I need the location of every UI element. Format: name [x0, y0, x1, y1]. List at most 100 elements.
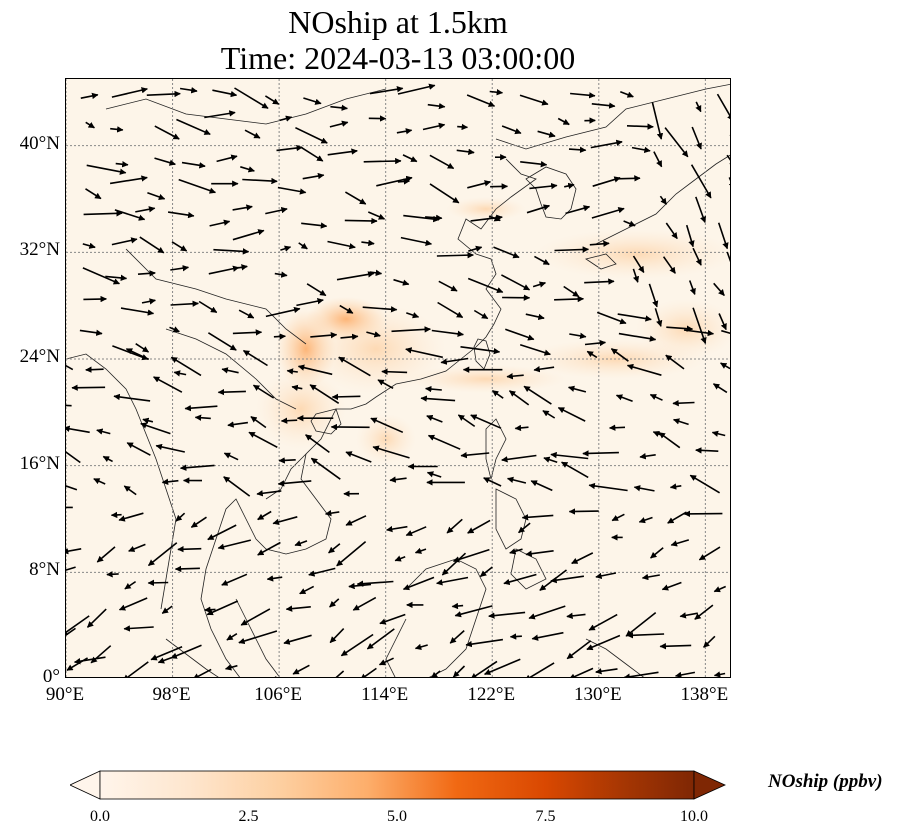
wind-arrow — [465, 638, 504, 648]
lon-tick-label: 98°E — [152, 684, 191, 705]
wind-arrow — [563, 285, 580, 298]
wind-arrow — [83, 295, 107, 303]
wind-arrow — [367, 211, 386, 220]
wind-arrow — [147, 579, 169, 587]
wind-arrow — [615, 394, 633, 403]
wind-arrow — [514, 424, 529, 432]
wind-arrow — [698, 546, 721, 561]
wind-arrow — [252, 384, 275, 399]
wind-arrow — [489, 89, 504, 96]
wind-arrow — [518, 522, 531, 534]
wind-arrow — [212, 89, 238, 98]
wind-arrow — [300, 146, 324, 162]
lon-tick-label: 106°E — [254, 684, 302, 705]
wind-arrow — [240, 608, 271, 626]
wind-arrow — [327, 148, 358, 156]
wind-arrow — [611, 513, 625, 522]
wind-arrow — [265, 206, 288, 215]
wind-arrow — [154, 157, 176, 166]
wind-arrow — [530, 480, 553, 492]
wind-arrow — [336, 271, 375, 281]
wind-arrow — [394, 555, 406, 562]
coastlines — [66, 83, 730, 677]
wind-arrow — [123, 485, 137, 496]
wind-arrow — [366, 628, 395, 650]
wind-arrow — [405, 347, 443, 359]
wind-arrow — [204, 110, 236, 119]
wind-arrow — [501, 274, 531, 291]
wind-arrow — [232, 204, 253, 211]
wind-arrow — [232, 329, 263, 336]
wind-arrow — [154, 125, 180, 140]
wind-arrow — [96, 428, 111, 435]
wind-arrow — [329, 628, 345, 644]
wind-arrow — [86, 164, 127, 175]
wind-arrow — [306, 283, 327, 297]
wind-arrow — [272, 516, 298, 526]
wind-arrow — [266, 575, 283, 582]
wind-arrow — [198, 300, 218, 314]
wind-arrow — [568, 146, 587, 154]
wind-arrow — [569, 332, 587, 339]
wind-arrow — [279, 115, 293, 122]
wind-arrow — [66, 364, 74, 371]
wind-arrow — [176, 118, 211, 136]
wind-arrow — [483, 477, 502, 487]
wind-arrow — [431, 329, 464, 338]
wind-arrow — [457, 123, 469, 131]
wind-arrow — [491, 389, 504, 399]
wind-arrow — [451, 602, 464, 610]
wind-arrow — [695, 447, 719, 454]
wind-arrow — [126, 442, 151, 456]
wind-arrow — [457, 414, 476, 428]
wind-arrow — [653, 151, 663, 168]
wind-arrow — [531, 631, 564, 641]
wind-arrow — [584, 339, 607, 347]
wind-arrow — [146, 90, 181, 98]
wind-arrow — [674, 671, 696, 677]
wind-arrow — [257, 510, 272, 521]
wind-arrow — [726, 251, 730, 263]
wind-arrow — [669, 483, 682, 490]
wind-arrow — [659, 643, 692, 650]
wind-arrow — [238, 630, 278, 645]
wind-arrow — [592, 176, 621, 187]
wind-arrow — [221, 367, 239, 374]
lon-tick-label: 122°E — [467, 684, 516, 705]
wind-arrow — [170, 356, 202, 377]
wind-arrow — [310, 331, 338, 339]
wind-arrow — [344, 217, 378, 225]
wind-arrow — [729, 134, 730, 136]
wind-arrow — [339, 304, 354, 314]
wind-arrow — [509, 633, 522, 640]
map-canvas — [66, 79, 730, 677]
wind-arrow — [66, 425, 90, 434]
wind-vectors — [66, 83, 730, 677]
wind-arrow — [667, 511, 687, 524]
wind-arrow — [665, 354, 685, 370]
wind-arrow — [728, 177, 730, 189]
wind-arrow — [66, 404, 72, 407]
wind-arrow — [425, 214, 443, 221]
wind-arrow — [223, 476, 251, 497]
wind-arrow — [666, 325, 694, 332]
wind-arrow — [638, 516, 653, 524]
wind-arrow — [503, 573, 537, 586]
wind-arrow — [324, 509, 340, 517]
wind-arrow — [623, 220, 636, 227]
wind-arrow — [683, 329, 715, 337]
wind-arrow — [591, 102, 616, 109]
wind-arrow — [356, 580, 394, 587]
wind-arrow — [554, 246, 590, 253]
wind-arrow — [550, 575, 585, 584]
wind-arrow — [525, 313, 545, 321]
wind-arrow — [534, 255, 550, 266]
wind-arrow — [359, 667, 377, 677]
wind-arrow — [124, 580, 137, 590]
wind-arrow — [135, 206, 156, 213]
wind-arrow — [389, 476, 407, 483]
wind-arrow — [662, 256, 676, 274]
wind-arrow — [692, 247, 702, 266]
wind-arrow — [456, 148, 475, 156]
wind-arrow — [82, 242, 96, 249]
